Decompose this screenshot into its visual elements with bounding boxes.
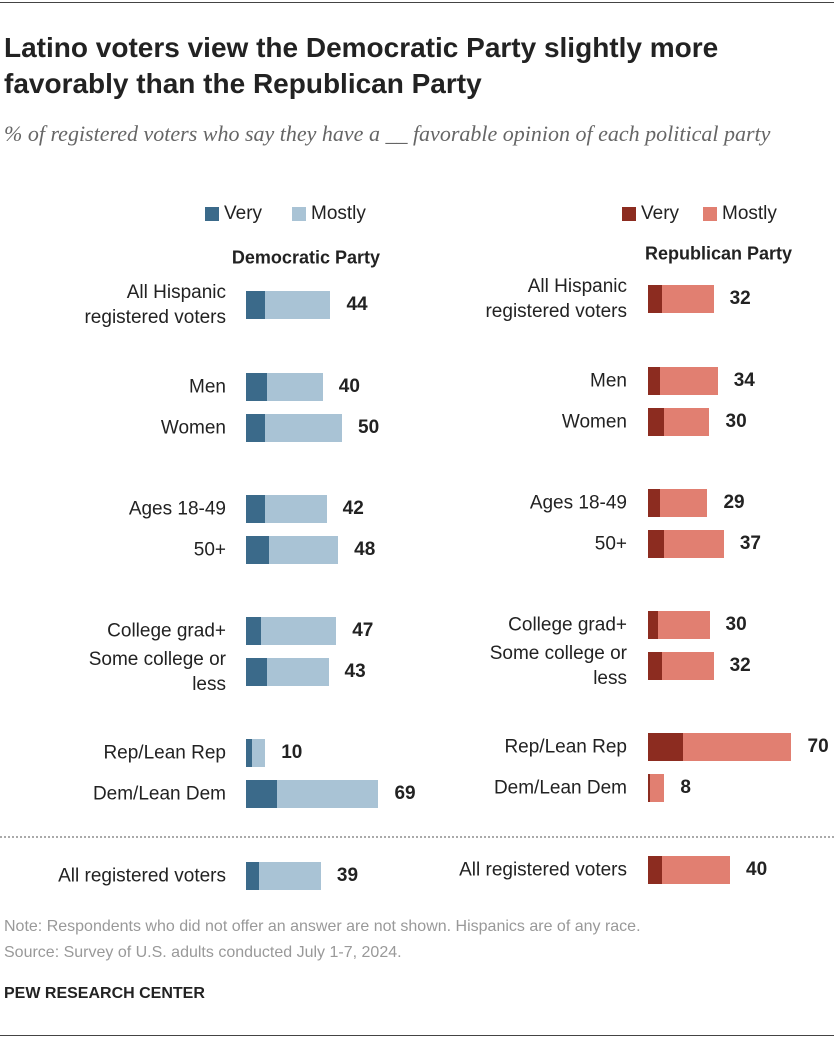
- bar-segment: [259, 862, 321, 890]
- bar-segment: [251, 739, 266, 767]
- legend-label: Mostly: [311, 203, 366, 224]
- title: Latino voters view the Democratic Party …: [4, 32, 719, 99]
- bar-segment: [682, 733, 792, 761]
- total-label: 39: [336, 865, 359, 886]
- bar-segment: [660, 489, 708, 517]
- bar-segment: [246, 739, 252, 767]
- category-label: Some college or less: [489, 643, 627, 689]
- bar-segment: [648, 733, 683, 761]
- bar-segment: [648, 652, 663, 680]
- total-label: 10: [281, 742, 303, 763]
- total-label: 70: [807, 736, 829, 757]
- total-label: 40: [746, 859, 768, 880]
- legend-label: Mostly: [722, 203, 777, 224]
- bar-segment: [664, 408, 710, 436]
- bar-segment: [650, 774, 665, 802]
- category-label: All Hispanic registered voters: [485, 276, 627, 322]
- total-label: 8: [680, 777, 691, 798]
- legend-swatch: [205, 207, 219, 221]
- bar-segment: [246, 414, 266, 442]
- bar-segment: [261, 617, 337, 645]
- bar-segment: [265, 414, 342, 442]
- bar-segment: [660, 367, 718, 395]
- bottom-rule: [0, 1035, 834, 1036]
- bar-segment: [246, 373, 268, 401]
- category-label: Ages 18-49: [529, 492, 627, 514]
- legend-swatch: [703, 207, 717, 221]
- total-label: 48: [354, 539, 376, 560]
- total-label: 43: [344, 661, 366, 682]
- total-label: 50: [358, 417, 380, 438]
- bar-segment: [662, 856, 730, 884]
- bar-segment: [658, 611, 710, 639]
- bar-segment: [265, 495, 327, 523]
- category-label: College grad+: [107, 620, 226, 642]
- bar-segment: [648, 489, 661, 517]
- bar-segment: [265, 291, 331, 319]
- legend-label: Very: [641, 203, 680, 224]
- total-label: 30: [725, 411, 747, 432]
- bar-segment: [246, 862, 260, 890]
- bar-segment: [648, 408, 665, 436]
- credit: PEW RESEARCH CENTER: [4, 985, 205, 1002]
- bar-segment: [269, 536, 339, 564]
- category-label: Men: [189, 376, 226, 398]
- category-label: Women: [561, 411, 627, 433]
- subtitle: % of registered voters who say they have…: [4, 121, 771, 146]
- category-label: Rep/Lean Rep: [103, 742, 226, 764]
- bar-segment: [246, 495, 266, 523]
- total-label: 47: [352, 620, 374, 641]
- category-label: 50+: [193, 539, 226, 561]
- bar-segment: [662, 652, 714, 680]
- bar-segment: [267, 658, 329, 686]
- total-label: 32: [729, 655, 751, 676]
- bar-segment: [648, 611, 659, 639]
- total-label: 29: [723, 492, 745, 513]
- top-rule: [0, 2, 834, 3]
- total-label: 34: [733, 370, 755, 391]
- category-label: 50+: [594, 533, 627, 555]
- note: Note: Respondents who did not offer an a…: [4, 918, 641, 935]
- category-label: Rep/Lean Rep: [504, 736, 627, 758]
- bar-segment: [246, 291, 266, 319]
- category-label: All Hispanic registered voters: [84, 282, 226, 328]
- bar-segment: [648, 774, 651, 802]
- total-label: 40: [338, 376, 360, 397]
- category-label: Some college or less: [88, 649, 226, 695]
- total-label: 69: [394, 783, 416, 804]
- category-label: All registered voters: [459, 859, 627, 881]
- total-label: 37: [739, 533, 761, 554]
- separator: [0, 836, 834, 838]
- source: Source: Survey of U.S. adults conducted …: [4, 944, 402, 961]
- bar-segment: [648, 530, 665, 558]
- bar-segment: [246, 617, 262, 645]
- category-label: Dem/Lean Dem: [493, 777, 627, 799]
- total-label: 42: [342, 498, 364, 519]
- category-label: Men: [590, 370, 627, 392]
- category-label: All registered voters: [58, 865, 226, 887]
- bar-segment: [246, 780, 277, 808]
- bar-segment: [246, 658, 268, 686]
- chart-subtitle: Republican Party: [644, 243, 792, 264]
- category-label: Dem/Lean Dem: [92, 783, 226, 805]
- legend-swatch: [292, 207, 306, 221]
- bar-segment: [246, 536, 270, 564]
- total-label: 32: [729, 288, 751, 309]
- category-label: Women: [160, 417, 226, 439]
- chart-subtitle: Democratic Party: [231, 247, 380, 268]
- category-label: College grad+: [508, 614, 627, 636]
- bar-segment: [648, 367, 661, 395]
- bar-segment: [276, 780, 379, 808]
- bar-segment: [648, 285, 663, 313]
- bar-segment: [648, 856, 663, 884]
- bar-segment: [267, 373, 323, 401]
- total-label: 44: [346, 294, 368, 315]
- bar-segment: [664, 530, 724, 558]
- legend-swatch: [622, 207, 636, 221]
- category-label: Ages 18-49: [128, 498, 226, 520]
- total-label: 30: [725, 614, 747, 635]
- bar-segment: [662, 285, 714, 313]
- legend-label: Very: [224, 203, 263, 224]
